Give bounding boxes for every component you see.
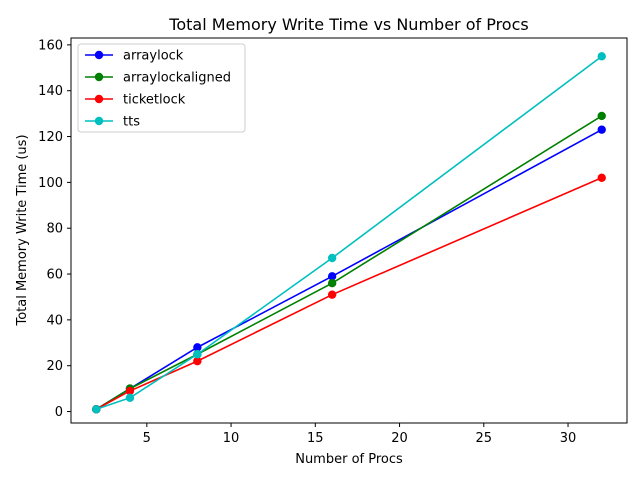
data-point-ticketlock — [327, 290, 337, 299]
data-point-ticketlock — [597, 173, 606, 182]
data-point-tts — [327, 253, 337, 263]
plot-frame — [70, 37, 628, 424]
legend: arraylock arraylockaligned ticketlock tts — [77, 43, 246, 133]
data-point-tts — [193, 350, 202, 359]
legend-label: tts — [123, 115, 140, 130]
x-axis-label: Number of Procs — [295, 452, 403, 467]
series-layer — [92, 52, 606, 414]
data-point-tts — [92, 405, 101, 414]
data-point-ticketlock — [193, 356, 202, 366]
x-tick-label: 25 — [476, 431, 493, 446]
y-tick-label: 100 — [38, 176, 63, 191]
series-line-arraylockaligned — [95, 115, 603, 410]
x-tick-label: 30 — [560, 431, 577, 446]
legend-label: arraylockaligned — [123, 71, 231, 86]
y-tick-label: 60 — [46, 268, 63, 283]
legend-label: arraylock — [123, 49, 184, 64]
y-axis-label: Total Memory Write Time (us) — [15, 134, 30, 326]
x-tick-label: 10 — [223, 431, 240, 446]
y-axis: 0 20 40 60 80 100 120 140 160 — [38, 38, 71, 420]
y-tick-label: 160 — [38, 38, 63, 53]
data-point-arraylock — [597, 125, 606, 134]
y-tick-label: 20 — [46, 359, 63, 374]
y-tick-label: 120 — [38, 130, 63, 145]
x-tick-label: 20 — [391, 431, 408, 446]
series-arraylock — [92, 125, 606, 414]
legend-item-arraylock: arraylock — [85, 49, 184, 64]
chart-title: Total Memory Write Time vs Number of Pro… — [168, 15, 528, 34]
legend-item-arraylockaligned: arraylockaligned — [85, 71, 231, 86]
series-ticketlock — [92, 173, 606, 414]
series-line-ticketlock — [95, 177, 603, 410]
series-tts — [92, 52, 606, 414]
legend-label: ticketlock — [123, 93, 186, 108]
x-axis: 5 10 15 20 25 30 — [143, 423, 577, 446]
series-arraylockaligned — [92, 111, 606, 414]
legend-box — [77, 43, 246, 133]
data-point-ticketlock — [125, 386, 135, 396]
y-tick-label: 0 — [55, 405, 63, 420]
data-point-tts — [597, 52, 606, 61]
legend-item-tts: tts — [85, 115, 140, 130]
data-point-tts — [125, 393, 135, 402]
data-point-arraylockaligned — [327, 279, 337, 288]
legend-marker — [94, 116, 104, 126]
legend-marker — [94, 50, 104, 60]
legend-marker — [94, 94, 104, 104]
data-point-arraylockaligned — [597, 111, 606, 121]
y-tick-label: 140 — [38, 84, 63, 99]
data-point-arraylock — [193, 343, 202, 352]
legend-marker — [94, 72, 104, 82]
data-point-arraylock — [327, 272, 337, 281]
y-tick-label: 40 — [46, 313, 63, 328]
y-tick-label: 80 — [46, 222, 63, 237]
x-tick-label: 5 — [143, 431, 151, 446]
x-tick-label: 15 — [307, 431, 324, 446]
legend-item-ticketlock: ticketlock — [85, 93, 186, 108]
